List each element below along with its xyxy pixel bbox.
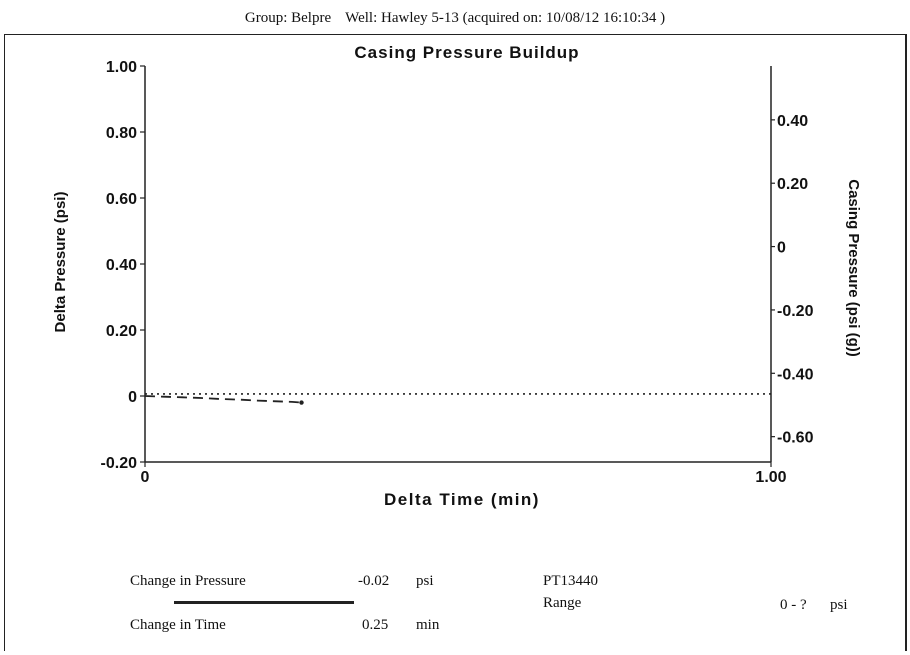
series-end-point — [299, 400, 304, 405]
y-tick-label: 0.60 — [106, 191, 137, 208]
change-in-time-unit: min — [416, 617, 440, 633]
y2-tick-label: -0.20 — [777, 303, 814, 320]
y-tick-label: 0.20 — [106, 323, 137, 340]
series-line-1 — [144, 395, 302, 404]
range-label: Range — [543, 595, 582, 611]
change-in-pressure-unit: psi — [416, 573, 434, 589]
y2-tick-label: 0.40 — [777, 113, 808, 130]
range-value: 0 - ? — [780, 597, 807, 613]
y2-tick-label: 0 — [777, 240, 786, 257]
pressure-legend-line — [174, 601, 354, 604]
chart-frame — [4, 34, 907, 651]
y2-tick-label: -0.40 — [777, 366, 814, 383]
change-in-time-label: Change in Time — [130, 617, 226, 633]
well-label: Well: Hawley 5-13 (acquired on: 10/08/12… — [345, 10, 666, 26]
range-unit: psi — [830, 597, 848, 613]
group-label: Group: Belpre — [244, 10, 332, 26]
y2-tick-label: 0.20 — [777, 176, 808, 193]
y-axis-label: Delta Pressure (psi) — [52, 192, 69, 333]
x-axis-label: Delta Time (min) — [384, 490, 540, 509]
y-tick-label: 0.80 — [106, 125, 137, 142]
y-tick-label: -0.20 — [101, 455, 138, 472]
chart-title: Casing Pressure Buildup — [354, 43, 579, 62]
header: Group: Belpre Well: Hawley 5-13 (acquired… — [0, 10, 910, 27]
sensor-id: PT13440 — [543, 573, 599, 589]
change-in-time-value: 0.25 — [362, 617, 389, 633]
y2-axis-label: Casing Pressure (psi (g)) — [845, 179, 862, 357]
x-tick-label: 0 — [141, 469, 150, 486]
change-in-pressure-value: -0.02 — [358, 573, 390, 589]
y-tick-label: 0 — [128, 389, 137, 406]
y2-tick-label: -0.60 — [777, 430, 814, 447]
y-tick-label: 0.40 — [106, 257, 137, 274]
x-tick-label: 1.00 — [755, 469, 786, 486]
y-tick-label: 1.00 — [106, 59, 137, 76]
change-in-pressure-label: Change in Pressure — [130, 573, 246, 589]
